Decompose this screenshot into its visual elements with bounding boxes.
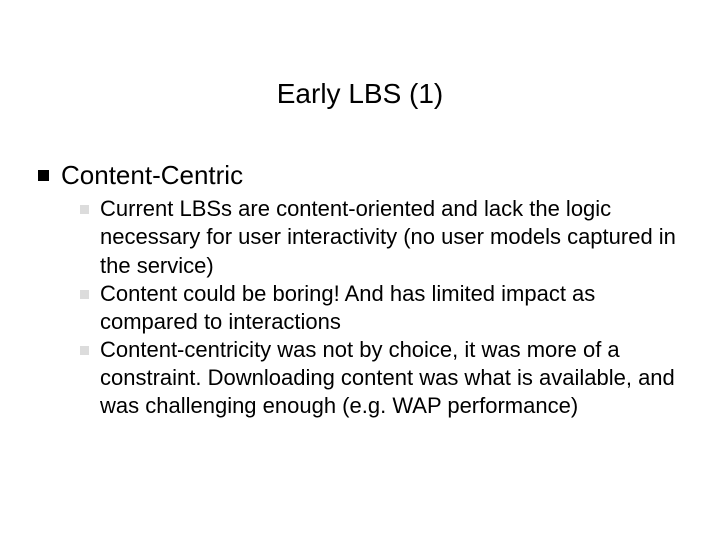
square-bullet-icon <box>80 290 89 299</box>
bullet-level1: Content-Centric <box>38 160 680 191</box>
slide: Early LBS (1) Content-Centric Current LB… <box>0 0 720 540</box>
bullet-text: Current LBSs are content-oriented and la… <box>100 195 680 279</box>
bullet-text: Content could be boring! And has limited… <box>100 280 680 336</box>
slide-body: Content-Centric Current LBSs are content… <box>38 160 680 420</box>
slide-title: Early LBS (1) <box>0 78 720 110</box>
bullet-level2: Current LBSs are content-oriented and la… <box>80 195 680 279</box>
bullet-level2: Content could be boring! And has limited… <box>80 280 680 336</box>
square-bullet-icon <box>80 346 89 355</box>
sub-bullet-list: Current LBSs are content-oriented and la… <box>80 195 680 420</box>
square-bullet-icon <box>80 205 89 214</box>
bullet-text: Content-Centric <box>61 160 243 191</box>
bullet-level2: Content-centricity was not by choice, it… <box>80 336 680 420</box>
square-bullet-icon <box>38 170 49 181</box>
bullet-text: Content-centricity was not by choice, it… <box>100 336 680 420</box>
